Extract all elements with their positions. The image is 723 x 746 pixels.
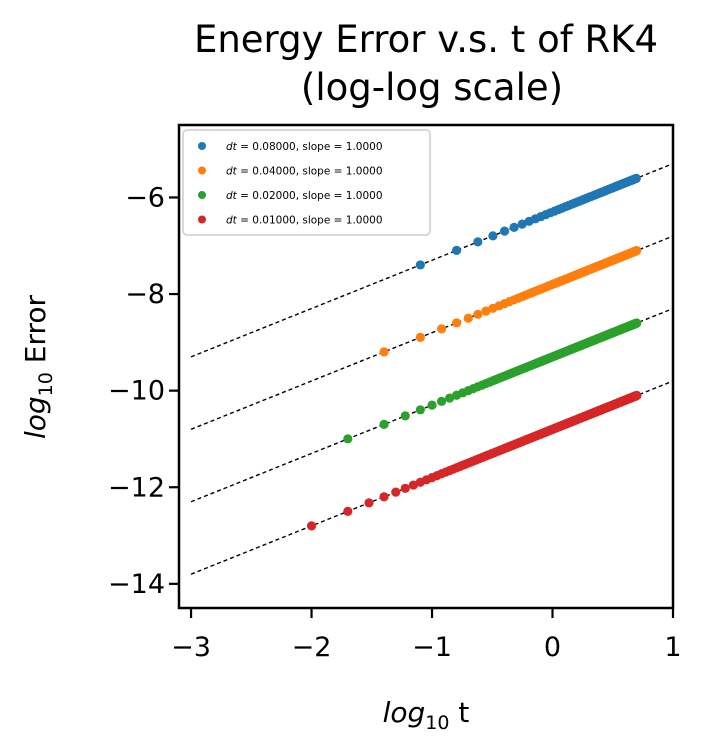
data-point-series-1: [415, 260, 425, 270]
legend-box: [182, 129, 431, 236]
y-tick-label: −12: [108, 472, 165, 503]
data-point-series-3: [445, 393, 455, 403]
x-axis-label: log10 t: [383, 696, 470, 734]
data-point-series-2: [473, 309, 483, 319]
data-point-series-3: [379, 419, 389, 429]
legend-marker-1: [198, 142, 206, 150]
y-tick-label: −14: [108, 569, 165, 600]
data-point-series-1: [499, 226, 510, 236]
data-point-series-3: [427, 400, 437, 410]
scatter-points: [306, 173, 642, 531]
x-tick-label: 0: [544, 632, 561, 663]
legend-label-1: dt = 0.08000, slope = 1.0000: [226, 141, 383, 153]
y-tick-label: −6: [125, 182, 165, 213]
y-tick-label: −8: [125, 279, 165, 310]
data-point-series-4: [306, 521, 317, 531]
data-point-series-4: [400, 483, 410, 493]
data-point-series-1: [452, 245, 462, 255]
data-point-series-1: [631, 173, 641, 183]
legend: dt = 0.08000, slope = 1.0000 dt = 0.04000…: [182, 129, 431, 236]
x-tick-label: −1: [412, 632, 452, 663]
data-point-series-4: [391, 487, 401, 497]
data-point-series-2: [481, 306, 491, 316]
chart-title-line2: (log-log scale): [301, 66, 563, 109]
x-axis-ticks: −3 −2 −1 0 1: [171, 608, 682, 663]
data-point-series-2: [632, 246, 642, 256]
legend-label-2: dt = 0.04000, slope = 1.0000: [226, 166, 383, 178]
data-point-series-3: [436, 396, 447, 406]
chart-title-line1: Energy Error v.s. t of RK4: [194, 18, 658, 61]
data-point-series-1: [509, 222, 519, 232]
y-axis-ticks: −14 −12 −10 −8 −6: [108, 182, 179, 600]
data-point-series-3: [415, 405, 425, 415]
data-point-series-4: [632, 390, 642, 401]
legend-marker-4: [198, 215, 206, 224]
data-point-series-2: [379, 347, 389, 357]
data-point-series-2: [415, 332, 425, 342]
fit-line-1: [190, 162, 674, 358]
y-axis-label: log10 Error: [19, 295, 57, 440]
data-point-series-2: [463, 313, 473, 323]
data-point-series-2: [436, 324, 447, 334]
legend-label-3: dt = 0.02000, slope = 1.0000: [226, 190, 383, 202]
data-point-series-4: [364, 498, 374, 508]
data-point-series-2: [452, 318, 462, 328]
data-point-series-3: [400, 411, 410, 421]
data-point-series-3: [343, 434, 353, 444]
x-tick-label: −2: [292, 632, 332, 663]
x-tick-label: 1: [664, 632, 681, 663]
legend-marker-3: [198, 191, 206, 199]
data-point-series-4: [343, 506, 353, 516]
data-point-series-1: [517, 219, 527, 229]
data-point-series-1: [488, 231, 498, 241]
fit-line-2: [190, 235, 674, 430]
data-point-series-1: [473, 237, 483, 247]
data-point-series-4: [408, 480, 418, 490]
legend-label-4: dt = 0.01000, slope = 1.0000: [226, 215, 383, 227]
legend-marker-2: [198, 166, 206, 175]
data-point-series-3: [632, 318, 642, 328]
y-tick-label: −10: [108, 376, 165, 407]
data-point-series-4: [379, 492, 389, 502]
plot-frame: [177, 123, 675, 610]
x-tick-label: −3: [171, 632, 211, 663]
